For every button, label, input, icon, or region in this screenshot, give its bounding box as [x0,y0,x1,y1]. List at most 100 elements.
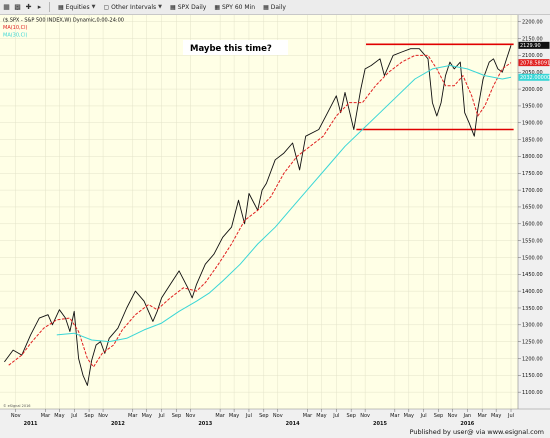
y-tick-label: 1200.00 [522,356,543,362]
y-axis-ticks: 1100.00 1150.00 1200.00 1250.00 1300.00 1350.… [518,20,543,396]
x-tick-label: Jul [245,413,252,419]
x-year-label: 2016 [460,421,474,426]
x-tick-label: May [404,413,414,419]
x-tick-label: Sep [172,413,181,419]
price-tag-label: 2129.90 [520,43,541,49]
price-series-line [4,45,512,386]
x-year-label: 2011 [24,421,38,426]
x-year-label: 2013 [198,421,212,426]
x-tick-label: Nov [11,413,21,419]
y-tick-label: 1950.00 [522,104,543,110]
x-year-label: 2015 [373,421,387,426]
x-tick-label: Jul [507,413,514,419]
price-tag-box [518,59,550,67]
y-tick-label: 1300.00 [522,323,543,329]
spx-weekly-chart[interactable]: 1100.00 1150.00 1200.00 1250.00 1300.00 1350.… [0,15,550,427]
y-tick-label: 2200.00 [522,20,543,26]
x-tick-label: Nov [98,413,108,419]
support-resistance-levels [356,43,514,131]
x-tick-label: Sep [84,413,93,419]
y-tick-label: 1350.00 [522,306,543,312]
x-tick-label: Sep [434,413,443,419]
legend-series-price: ($.SPX - S&P 500 INDEX,W) Dynamic,0:00-2… [3,18,124,24]
x-tick-label: May [316,413,326,419]
grid-icon[interactable]: ▦ [3,3,10,11]
x-tick-label: Sep [346,413,355,419]
legend-series-ma30: MA(30,Cl) [3,33,28,39]
x-tick-label: Nov [360,413,370,419]
y-tick-label: 2150.00 [522,36,543,42]
y-tick-label: 2050.00 [522,70,543,76]
toolbar-spy-60-min[interactable]: ▦ SPY 60 Min [214,3,256,11]
toolbar-daily[interactable]: ▦ Daily [263,3,286,11]
y-tick-label: 1250.00 [522,339,543,345]
price-tag-label: 2032.00000 [520,75,550,81]
y-tick-label: 1450.00 [522,272,543,278]
x-tick-label: May [142,413,152,419]
chart-icon: ▦ [170,3,176,11]
x-tick-label: Jul [70,413,77,419]
toolbar-equities[interactable]: ▦ Equities ▼ [58,3,96,11]
ma10-series-line [8,54,512,368]
x-tick-label: Mar [390,413,400,419]
y-tick-label: 1600.00 [522,222,543,228]
x-tick-label: May [54,413,64,419]
toolbar-spx-daily[interactable]: ▦ SPX Daily [170,3,207,11]
y-tick-label: 2000.00 [522,87,543,93]
x-tick-label: Nov [448,413,458,419]
crosshair-icon[interactable]: ✚ [25,3,32,11]
chart-toolbar: ▦ ▩ ✚ ▸ ▦ Equities ▼ ▢ Other Intervals ▼ ▦ SP… [0,0,550,15]
x-tick-label: Jan [462,413,471,419]
x-tick-label: Jul [332,413,339,419]
x-year-label: 2012 [111,421,125,426]
price-tags: 2129.90 2078.58091 2032.00000 [518,41,550,81]
chart-icon: ▦ [263,3,269,11]
y-tick-label: 1700.00 [522,188,543,194]
toolbar-other-intervals[interactable]: ▢ Other Intervals ▼ [103,3,163,11]
x-year-label: 2014 [286,421,300,426]
arrow-icon[interactable]: ▸ [37,3,42,11]
x-tick-label: Mar [303,413,313,419]
x-tick-label: Mar [41,413,51,419]
plot-area [0,15,518,409]
y-tick-label: 1900.00 [522,121,543,127]
legend-series-ma10: MA(10,Cl) [3,25,28,31]
y-tick-label: 1500.00 [522,255,543,261]
folder-icon: ▢ [103,3,110,11]
y-tick-label: 1850.00 [522,137,543,143]
chevron-down-icon: ▼ [91,4,96,10]
y-tick-label: 1100.00 [522,390,543,396]
chevron-down-icon: ▼ [158,4,163,10]
y-tick-label: 1150.00 [522,373,543,379]
x-tick-label: Nov [273,413,283,419]
bar-chart-icon: ▦ [58,3,64,11]
x-tick-label: Jul [158,413,165,419]
series-lines [4,45,512,386]
price-tag-box [518,73,550,81]
ma30-series-line [56,65,512,343]
y-tick-label: 1800.00 [522,154,543,160]
price-tag-box [518,41,550,49]
footer-bar: Published by user@ via www.esignal.com [0,426,550,438]
annotation-text: Maybe this time? [190,44,272,54]
x-tick-label: May [229,413,239,419]
x-tick-label: Sep [259,413,268,419]
chart-icon: ▦ [214,3,220,11]
grid [0,15,518,409]
published-by-text: Published by user@ via www.esignal.com [409,428,544,436]
toolbar-divider [49,2,50,12]
grid-alt-icon[interactable]: ▩ [14,3,21,11]
x-tick-label: Mar [128,413,138,419]
y-tick-label: 2100.00 [522,53,543,59]
x-tick-label: Nov [186,413,196,419]
y-tick-label: 1550.00 [522,238,543,244]
y-tick-label: 1400.00 [522,289,543,295]
x-tick-label: Mar [215,413,225,419]
chart-panel: 1100.00 1150.00 1200.00 1250.00 1300.00 1350.… [0,15,550,427]
price-tag-label: 2078.58091 [520,60,550,66]
y-tick-label: 1650.00 [522,205,543,211]
x-tick-label: Jul [420,413,427,419]
x-tick-label: May [491,413,501,419]
copyright-text: © eSignal 2016 [3,404,31,408]
